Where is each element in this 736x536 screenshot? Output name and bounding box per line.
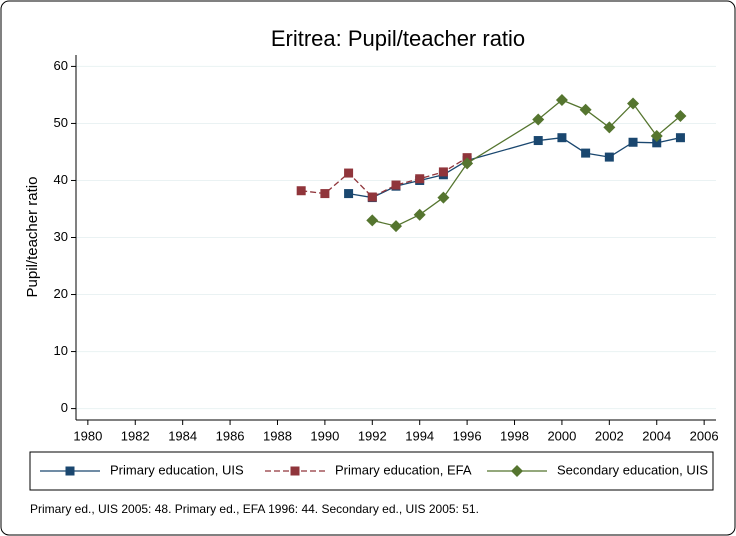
- y-tick-label: 10: [54, 343, 68, 358]
- x-tick-label: 2006: [690, 428, 719, 443]
- x-tick-label: 1996: [453, 428, 482, 443]
- legend-marker: [290, 466, 300, 476]
- legend-label: Primary education, EFA: [335, 462, 472, 477]
- data-point: [579, 103, 592, 116]
- data-point: [320, 189, 330, 199]
- data-point: [296, 186, 306, 196]
- data-point: [555, 94, 568, 107]
- note: Primary ed., UIS 2005: 48. Primary ed., …: [30, 502, 479, 516]
- y-tick-label: 30: [54, 229, 68, 244]
- data-point: [391, 180, 401, 190]
- data-point: [390, 220, 402, 233]
- x-tick-label: 2000: [547, 428, 576, 443]
- data-point: [532, 113, 545, 126]
- x-tick-label: 1998: [500, 428, 529, 443]
- legend-marker: [511, 465, 523, 477]
- data-point: [675, 133, 685, 143]
- x-tick-label: 1980: [73, 428, 102, 443]
- data-point: [603, 121, 616, 134]
- data-point: [437, 191, 450, 204]
- y-tick-label: 20: [54, 286, 68, 301]
- data-point: [628, 137, 638, 147]
- x-tick-label: 1994: [405, 428, 434, 443]
- y-tick-label: 40: [54, 172, 68, 187]
- y-tick-label: 60: [54, 58, 68, 73]
- legend-marker: [65, 466, 75, 476]
- data-point: [604, 152, 614, 162]
- data-point: [581, 148, 591, 158]
- x-tick-label: 1988: [263, 428, 292, 443]
- data-point: [533, 136, 543, 146]
- data-point: [652, 138, 662, 148]
- data-point: [627, 97, 640, 110]
- x-tick-label: 1990: [310, 428, 339, 443]
- legend-label: Secondary education, UIS: [557, 462, 708, 477]
- legend-label: Primary education, UIS: [110, 462, 244, 477]
- data-point: [557, 133, 567, 143]
- y-tick-label: 50: [54, 115, 68, 130]
- data-point: [650, 129, 663, 142]
- data-point: [415, 174, 425, 184]
- data-point: [344, 189, 354, 199]
- x-tick-label: 2002: [595, 428, 624, 443]
- y-axis-label: Pupil/teacher ratio: [24, 177, 41, 298]
- data-point: [674, 110, 687, 123]
- x-tick-label: 1982: [121, 428, 150, 443]
- x-tick-label: 1992: [358, 428, 387, 443]
- x-tick-label: 1984: [168, 428, 197, 443]
- data-point: [367, 192, 377, 202]
- x-tick-label: 2004: [642, 428, 671, 443]
- data-point: [344, 168, 354, 178]
- data-point: [438, 167, 448, 177]
- data-point: [366, 214, 379, 227]
- data-point: [461, 157, 474, 170]
- x-tick-label: 1986: [216, 428, 245, 443]
- chart-title: Eritrea: Pupil/teacher ratio: [271, 26, 525, 51]
- legend-box: [29, 451, 714, 491]
- y-tick-label: 0: [61, 400, 68, 415]
- data-point: [413, 208, 426, 221]
